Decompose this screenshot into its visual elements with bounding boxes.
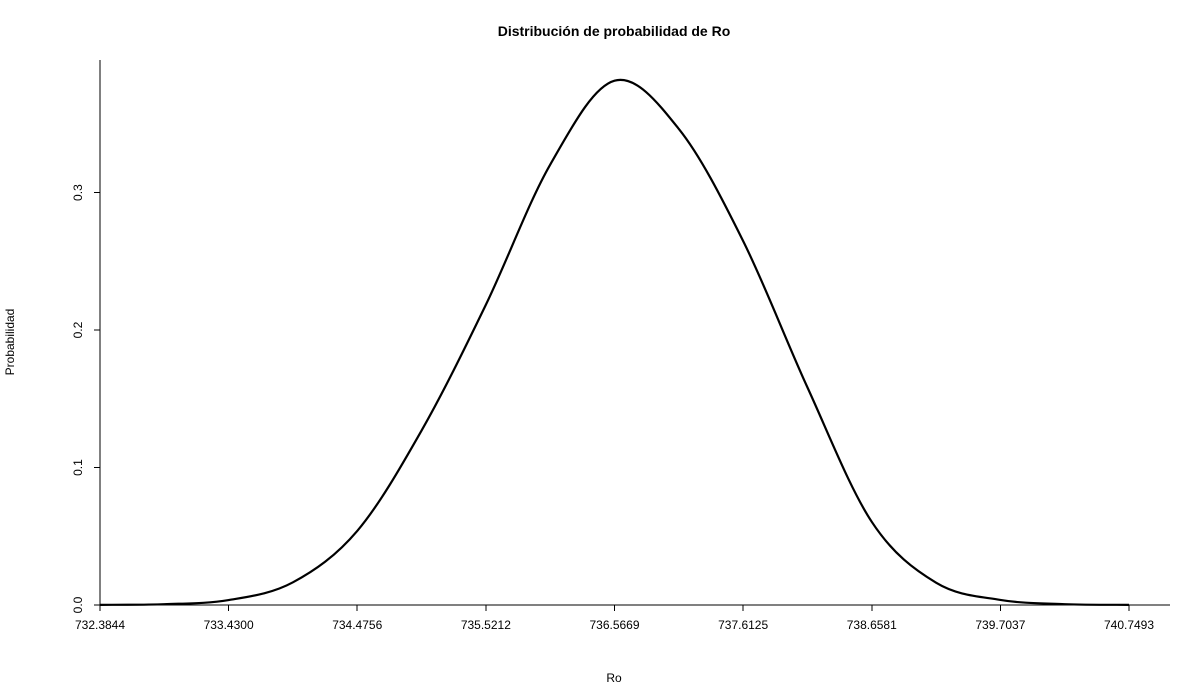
y-tick-label: 0.2 (71, 321, 85, 338)
x-tick-label: 735.5212 (461, 618, 511, 632)
chart-title: Distribución de probabilidad de Ro (498, 23, 731, 39)
y-tick-label: 0.1 (71, 459, 85, 476)
x-tick-label: 740.7493 (1104, 618, 1154, 632)
x-tick-label: 738.6581 (847, 618, 897, 632)
x-tick-label: 732.3844 (75, 618, 125, 632)
y-tick-label: 0.0 (71, 596, 85, 613)
x-tick-label: 734.4756 (332, 618, 382, 632)
x-tick-label: 737.6125 (718, 618, 768, 632)
x-tick-label: 736.5669 (589, 618, 639, 632)
plot-area (99, 78, 1130, 606)
x-axis-label: Ro (606, 671, 622, 685)
x-tick-label: 733.4300 (204, 618, 254, 632)
x-axis: 732.3844 733.4300 734.4756 735.5212 736.5669… (75, 604, 1170, 632)
y-tick-label: 0.3 (71, 184, 85, 201)
density-curve (99, 78, 1130, 606)
y-axis: 0.0 0.1 0.2 0.3 (71, 60, 101, 613)
y-axis-label: Probabilidad (3, 309, 17, 376)
x-tick-label: 739.7037 (975, 618, 1025, 632)
